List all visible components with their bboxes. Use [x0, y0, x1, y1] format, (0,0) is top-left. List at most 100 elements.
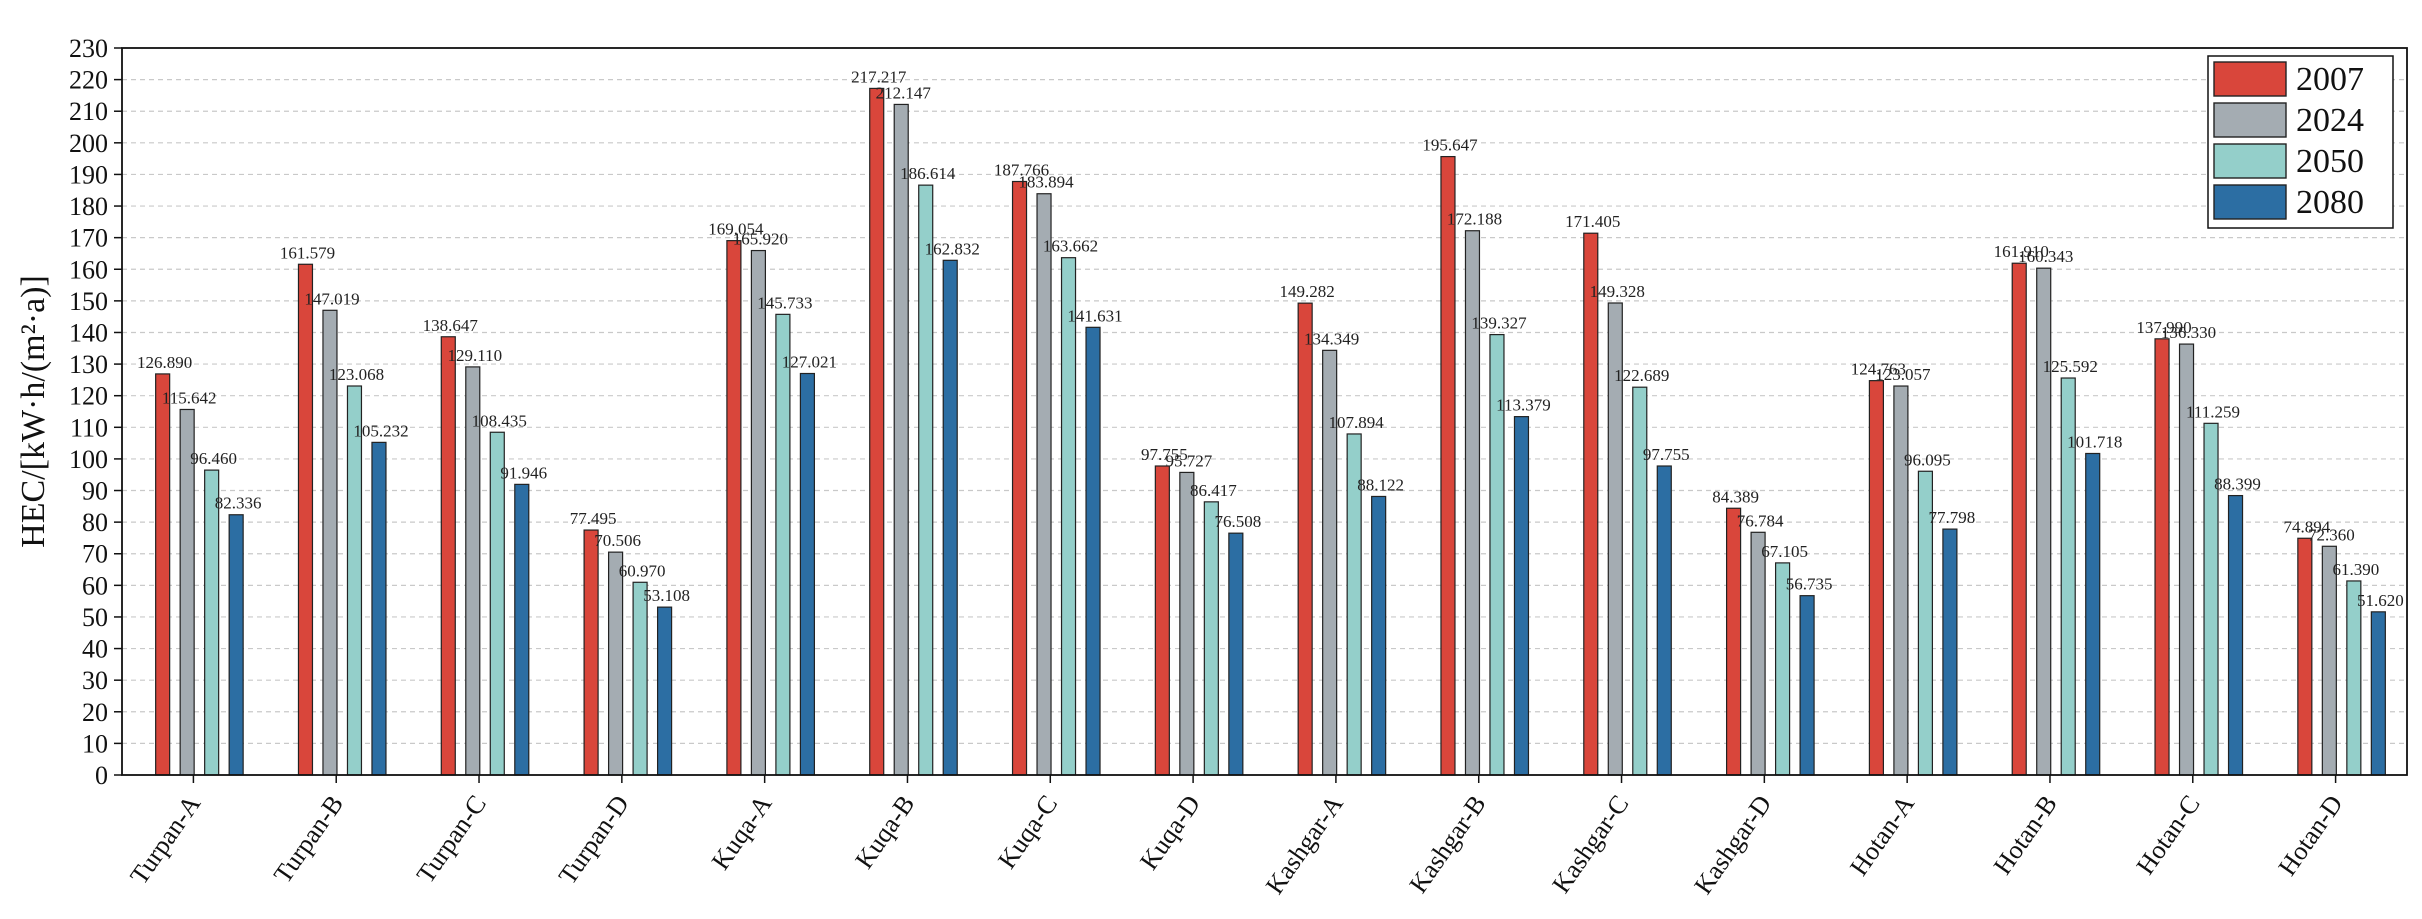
y-tick-label: 100: [69, 445, 108, 474]
bar: [1440, 155, 1456, 776]
y-tick-label: 60: [82, 571, 108, 600]
bar: [1371, 495, 1387, 776]
data-label: 111.259: [2186, 402, 2240, 421]
data-label: 115.642: [162, 388, 217, 407]
bar: [2154, 338, 2170, 776]
data-label: 172.188: [1447, 210, 1502, 229]
x-tick-label: Hotan-C: [2131, 790, 2206, 880]
data-label: 186.614: [900, 164, 956, 183]
bar: [869, 87, 885, 776]
bar: [1036, 193, 1052, 776]
legend-swatch: [2213, 102, 2287, 138]
bar: [2011, 262, 2027, 776]
data-label: 67.105: [1761, 542, 1808, 561]
data-label: 183.894: [1018, 173, 1074, 192]
data-label: 96.095: [1904, 450, 1951, 469]
y-tick-label: 180: [69, 192, 108, 221]
data-label: 127.021: [782, 353, 837, 372]
x-tick-label: Kashgar-A: [1260, 790, 1349, 900]
bar: [1774, 562, 1791, 776]
data-label: 97.755: [1643, 445, 1690, 464]
x-tick-label: Kuqa-B: [849, 790, 920, 874]
bar: [155, 373, 171, 776]
bar: [297, 263, 314, 776]
plot-frame: [121, 47, 2408, 776]
legend-label: 2007: [2296, 61, 2364, 98]
y-tick-label: 120: [69, 382, 108, 411]
data-label: 147.019: [304, 289, 359, 308]
y-tick-label: 70: [82, 540, 108, 569]
x-tick-label: Turpan-B: [268, 790, 349, 889]
legend-swatch: [2213, 184, 2287, 220]
data-label: 82.336: [215, 494, 262, 513]
bar: [1228, 532, 1244, 776]
bar: [607, 551, 624, 776]
data-labels: 126.890 115.642 96.460 82.336 161.579 147.019…: [137, 67, 2404, 609]
data-label: 145.733: [757, 293, 812, 312]
legend-label: 2024: [2296, 102, 2364, 139]
data-label: 70.506: [594, 531, 641, 550]
y-tick-label: 200: [69, 129, 108, 158]
x-tick-label: Kuqa-A: [706, 790, 778, 875]
data-label: 162.832: [925, 239, 980, 258]
x-tick-label: Turpan-A: [124, 790, 206, 890]
data-label: 195.647: [1422, 136, 1478, 155]
y-tick-label: 90: [82, 477, 108, 506]
data-label: 122.689: [1614, 366, 1669, 385]
bar: [371, 441, 387, 776]
bar: [1154, 465, 1170, 776]
bar: [1750, 531, 1766, 776]
x-tick-label: Kashgar-B: [1404, 790, 1492, 898]
bar: [2346, 580, 2362, 776]
y-tick-label: 20: [82, 698, 108, 727]
x-tick-label: Kuqa-C: [992, 790, 1063, 874]
data-label: 53.108: [643, 586, 690, 605]
y-tick-label: 170: [69, 224, 108, 253]
data-label: 107.894: [1329, 413, 1385, 432]
bar: [440, 336, 456, 776]
data-label: 138.647: [423, 316, 479, 335]
data-label: 113.379: [1496, 396, 1551, 415]
y-tick-label: 30: [82, 666, 108, 695]
bar: [632, 581, 648, 776]
bar: [1868, 380, 1885, 776]
data-label: 95.727: [1165, 451, 1212, 470]
data-label: 72.360: [2308, 525, 2355, 544]
data-label: 88.399: [2214, 475, 2261, 494]
bar: [893, 103, 909, 776]
data-label: 136.330: [2161, 323, 2216, 342]
data-label: 77.798: [1929, 508, 1976, 527]
bar: [2321, 545, 2337, 776]
data-label: 217.217: [851, 67, 907, 86]
legend-label: 2080: [2296, 184, 2364, 221]
data-label: 56.735: [1786, 575, 1833, 594]
data-label: 171.405: [1565, 212, 1620, 231]
bar: [1060, 257, 1077, 776]
data-label: 137.990: [2136, 318, 2191, 337]
bar: [1085, 326, 1101, 776]
legend-label: 2050: [2296, 143, 2364, 180]
data-label: 88.122: [1357, 475, 1404, 494]
data-label: 74.894: [2283, 517, 2330, 536]
bar: [2036, 267, 2052, 776]
y-tick-label: 10: [82, 729, 108, 758]
data-label: 105.232: [353, 421, 408, 440]
bar: [2370, 611, 2386, 776]
y-tick-label: 50: [82, 603, 108, 632]
bar: [656, 606, 673, 776]
bars: [155, 87, 2386, 776]
x-tick-label: Turpan-D: [553, 790, 635, 890]
y-tick-label: 220: [69, 66, 108, 95]
data-label: 129.110: [447, 346, 502, 365]
bar: [1942, 528, 1958, 776]
data-label: 126.890: [137, 353, 192, 372]
data-label: 163.662: [1043, 237, 1098, 256]
data-label: 61.390: [2332, 560, 2379, 579]
data-label: 123.068: [329, 365, 384, 384]
bar: [1179, 471, 1195, 776]
data-label: 124.763: [1851, 360, 1906, 379]
bar: [1893, 385, 1909, 776]
y-axis-label: HEC/[kW·h/(m²·a)]: [15, 275, 52, 548]
bar: [1656, 465, 1672, 776]
